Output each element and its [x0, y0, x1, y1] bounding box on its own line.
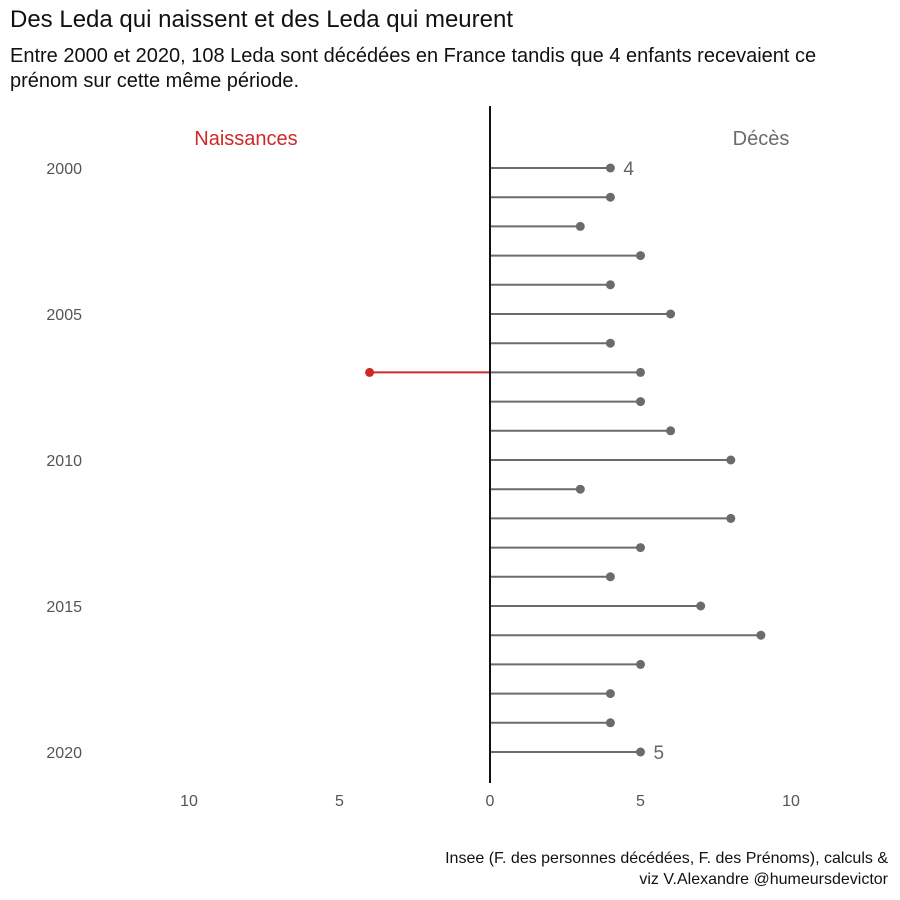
naissances-side-label: Naissances	[194, 128, 297, 150]
deces-point	[636, 543, 645, 553]
deces-side-label: Décès	[733, 128, 790, 150]
deces-point	[636, 397, 645, 407]
deces-point	[636, 659, 645, 669]
y-tick-label: 2015	[46, 599, 82, 616]
caption-line: Insee (F. des personnes décédées, F. des…	[445, 850, 888, 867]
deces-point	[726, 513, 736, 523]
y-tick-label: 2020	[46, 745, 82, 762]
deces-point	[605, 689, 615, 699]
deces-point	[756, 630, 766, 640]
deces-point	[605, 163, 615, 173]
deces-point	[636, 367, 645, 377]
deces-point	[636, 747, 645, 757]
deces-point	[666, 309, 676, 319]
y-tick-label: 2000	[46, 161, 82, 178]
deces-point	[605, 280, 615, 290]
x-tick-label: 10	[782, 793, 800, 810]
deces-point	[696, 601, 706, 611]
caption-line: viz V.Alexandre @humeursdevictor	[639, 871, 888, 888]
deces-point	[636, 251, 645, 261]
x-tick-label: 5	[335, 793, 344, 810]
deces-point	[726, 455, 736, 465]
x-tick-label: 0	[486, 793, 495, 810]
chart-subtitle: Entre 2000 et 2020, 108 Leda sont décédé…	[10, 45, 817, 92]
x-tick-label: 5	[636, 793, 645, 810]
deces-point	[575, 484, 585, 494]
deces-point	[605, 192, 615, 202]
deces-point	[575, 221, 585, 231]
y-tick-label: 2005	[46, 307, 82, 324]
deces-point	[605, 718, 615, 728]
x-tick-label: 10	[180, 793, 198, 810]
y-tick-label: 2010	[46, 453, 82, 470]
deces-value-label: 4	[623, 159, 634, 180]
deces-point	[605, 572, 615, 582]
naissances-point	[365, 367, 375, 377]
chart-title: Des Leda qui naissent et des Leda qui me…	[10, 6, 514, 33]
deces-value-label: 5	[654, 743, 665, 764]
deces-point	[666, 426, 676, 436]
deces-point	[605, 338, 615, 348]
chart-caption: Insee (F. des personnes décédées, F. des…	[445, 848, 888, 890]
